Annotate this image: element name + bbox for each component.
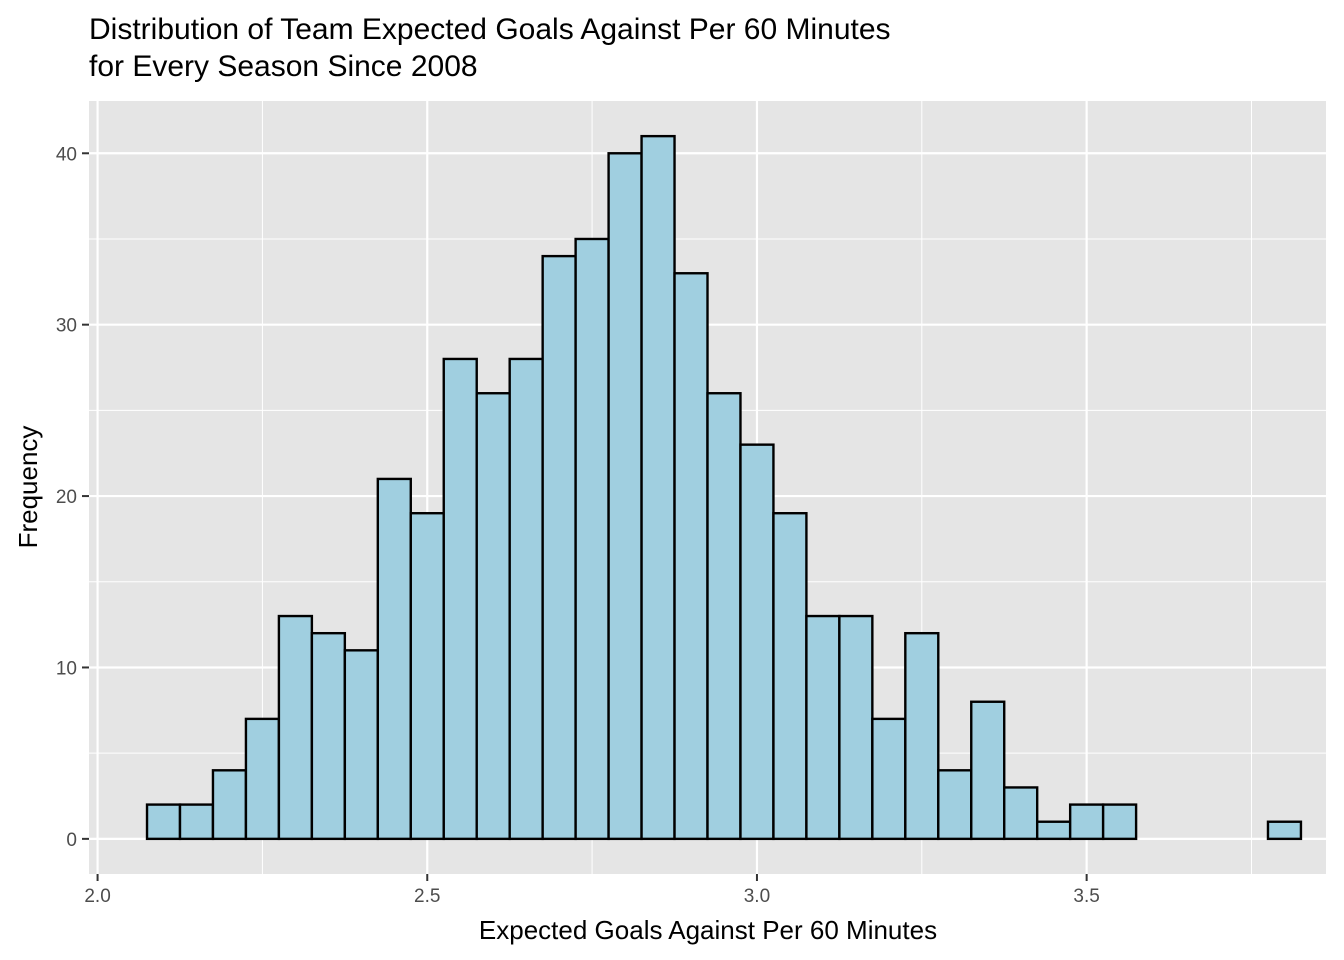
histogram-bar — [1068, 803, 1105, 841]
histogram-bar — [640, 134, 676, 841]
histogram-bar — [409, 512, 445, 841]
histogram-bar — [706, 392, 742, 841]
histogram-bar — [970, 700, 1006, 841]
histogram-bar — [541, 254, 577, 841]
histogram-bar — [442, 357, 478, 841]
histogram-bar — [475, 392, 511, 841]
histogram-bar — [1101, 803, 1138, 841]
chart-subtitle: for Every Season Since 2008 — [89, 50, 478, 83]
histogram-bar — [772, 512, 808, 841]
x-tick-label: 2.5 — [414, 886, 440, 907]
histogram-bar — [838, 614, 874, 841]
x-tick-label: 2.0 — [84, 886, 110, 907]
histogram-bar — [739, 443, 775, 841]
y-tick-label: 30 — [56, 316, 77, 337]
histogram-bar — [574, 237, 610, 841]
x-tick-label: 3.5 — [1073, 886, 1099, 907]
y-tick-label: 20 — [56, 487, 77, 508]
x-axis-ticks: 2.0 2.5 3.0 3.5 — [84, 874, 1100, 907]
histogram-bar — [178, 803, 215, 841]
histogram-bars — [145, 134, 1303, 841]
chart-title: Distribution of Team Expected Goals Agai… — [89, 13, 891, 46]
histogram-bar — [904, 631, 940, 841]
histogram-bar — [607, 152, 643, 841]
y-axis-title: Frequency — [13, 426, 43, 549]
y-tick-label: 40 — [56, 144, 77, 165]
histogram-bar — [1003, 786, 1039, 841]
histogram-bar — [937, 769, 973, 841]
histogram-bar — [673, 272, 709, 841]
histogram-bar — [508, 357, 544, 841]
x-axis-title: Expected Goals Against Per 60 Minutes — [479, 915, 937, 945]
x-tick-label: 3.0 — [744, 886, 770, 907]
y-tick-label: 10 — [56, 658, 77, 679]
histogram-bar — [211, 769, 248, 841]
histogram-bar — [871, 717, 907, 841]
histogram-bar — [1266, 820, 1303, 841]
y-axis-ticks: 0 10 20 30 40 — [56, 144, 89, 851]
histogram-bar — [376, 477, 412, 841]
histogram-bar — [805, 614, 841, 841]
histogram-bar — [277, 614, 314, 841]
histogram-bar — [145, 803, 182, 841]
histogram-bar — [244, 717, 281, 841]
histogram-bar — [310, 631, 347, 841]
histogram-bar — [343, 649, 380, 841]
histogram-bar — [1035, 820, 1072, 841]
y-tick-label: 0 — [66, 830, 77, 851]
